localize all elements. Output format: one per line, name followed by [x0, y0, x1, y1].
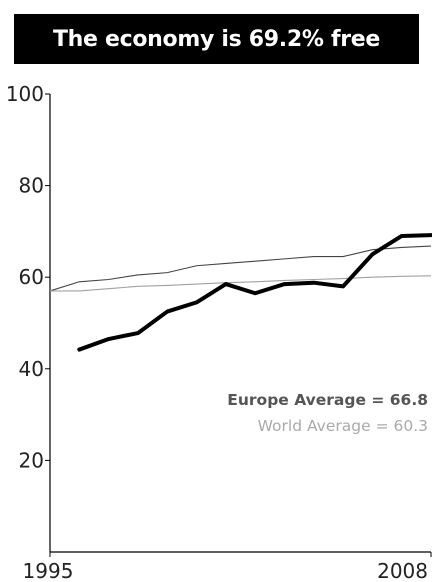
chart-title: The economy is 69.2% free [14, 14, 419, 64]
europe-average-label: Europe Average = 66.8 [227, 391, 428, 409]
europe-average-line [49, 245, 432, 292]
world-average-line [50, 275, 432, 292]
data-series [77, 233, 432, 352]
reference-lines [49, 245, 432, 292]
y-tick-label: 60 [19, 265, 44, 289]
economic-freedom-line [77, 233, 432, 352]
y-tick-label: 20 [19, 448, 44, 472]
x-tick-label: 2008 [377, 559, 428, 582]
chart-labels: Europe Average = 66.8 World Average = 60.… [227, 391, 428, 435]
chart-axes: 20 40 60 80 100 1995 2008 [6, 82, 432, 582]
y-tick-label: 100 [6, 82, 44, 106]
y-tick-label: 40 [19, 357, 44, 381]
world-average-label: World Average = 60.3 [258, 417, 428, 435]
y-tick-label: 80 [19, 174, 44, 198]
x-tick-label: 1995 [23, 559, 74, 582]
